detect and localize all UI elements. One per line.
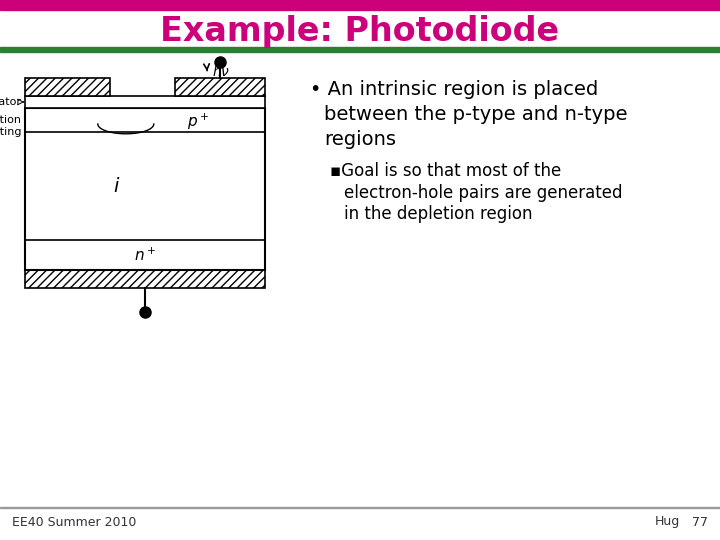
Text: ▪Goal is so that most of the: ▪Goal is so that most of the [330,162,562,180]
Text: electron-hole pairs are generated: electron-hole pairs are generated [344,184,623,202]
Text: regions: regions [324,130,396,149]
Text: $n^+$: $n^+$ [134,246,156,264]
Text: EE40 Summer 2010: EE40 Summer 2010 [12,516,136,529]
Bar [25,78,110,96]
Text: 77: 77 [692,516,708,529]
Bar [175,78,265,96]
Text: between the p-type and n-type: between the p-type and n-type [324,105,628,124]
Bar [25,96,265,108]
Text: $h\nu$: $h\nu$ [212,64,230,79]
Text: $p^+$: $p^+$ [186,112,209,132]
Text: Hug: Hug [655,516,680,529]
Text: • An intrinsic region is placed: • An intrinsic region is placed [310,80,598,99]
Bar [25,270,265,288]
Text: Antireflection: Antireflection [0,115,22,125]
Text: Insulator: Insulator [0,97,22,107]
Text: coating: coating [0,127,22,137]
Bar [0,0,720,10]
Text: in the depletion region: in the depletion region [344,205,533,223]
Bar [25,108,265,270]
Bar [0,507,720,508]
Text: Example: Photodiode: Example: Photodiode [161,16,559,49]
Text: $i$: $i$ [112,177,120,195]
Bar [0,47,720,52]
